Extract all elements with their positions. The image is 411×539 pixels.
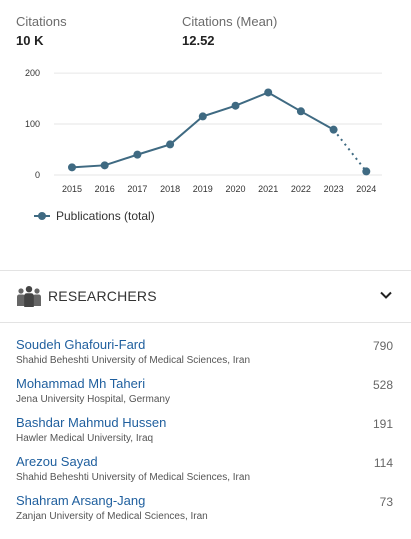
data-point	[133, 150, 142, 159]
legend-marker	[34, 211, 50, 221]
researcher-count: 191	[372, 417, 393, 431]
researcher-count: 114	[373, 456, 393, 470]
x-tick-label: 2021	[258, 184, 278, 194]
researcher-count: 790	[372, 339, 393, 353]
y-tick-label: 100	[25, 119, 40, 129]
citations-stat: Citations 10 K	[16, 14, 67, 49]
citations-mean-label: Citations (Mean)	[182, 14, 278, 29]
researcher-name-link[interactable]: Arezou Sayad	[16, 454, 98, 469]
people-icon	[17, 286, 41, 307]
list-item: Mohammad Mh Taheri Jena University Hospi…	[0, 376, 411, 415]
researcher-name-link[interactable]: Bashdar Mahmud Hussen	[16, 415, 167, 430]
researcher-affiliation: Shahid Beheshti University of Medical Sc…	[16, 355, 251, 366]
section-title: RESEARCHERS	[48, 288, 157, 304]
citations-label: Citations	[16, 14, 67, 29]
researcher-count: 528	[372, 378, 393, 392]
list-item: Soudeh Ghafouri-Fard Shahid Beheshti Uni…	[0, 337, 411, 376]
researcher-affiliation: Jena University Hospital, Germany	[16, 394, 170, 405]
series-projection-line	[332, 129, 368, 173]
data-point	[100, 161, 109, 170]
researcher-count: 73	[379, 495, 393, 509]
publications-chart: 0 100 200 2015 2016 2017 2018 2019 2020 2021 2022 2…	[0, 60, 411, 200]
citations-mean-stat: Citations (Mean) 12.52	[182, 14, 277, 49]
researcher-affiliation: Hawler Medical University, Iraq	[16, 433, 154, 444]
researcher-name-link[interactable]: Soudeh Ghafouri-Fard	[16, 337, 146, 352]
data-point	[231, 101, 240, 110]
data-point	[198, 112, 207, 121]
data-point	[362, 167, 371, 176]
chart-svg: 0 100 200 2015 2016 2017 2018 2019 2020 2021 2022 2…	[25, 68, 382, 194]
data-point	[296, 107, 305, 116]
x-tick-label: 2017	[127, 184, 147, 194]
y-tick-label: 0	[35, 170, 40, 180]
series-line	[71, 91, 335, 169]
x-tick-label: 2015	[62, 184, 82, 194]
researchers-header[interactable]: RESEARCHERS	[0, 270, 411, 322]
researchers-list: Soudeh Ghafouri-Fard Shahid Beheshti Uni…	[0, 337, 411, 532]
researcher-name-link[interactable]: Shahram Arsang-Jang	[16, 493, 146, 508]
x-tick-label: 2019	[193, 184, 213, 194]
data-point	[166, 140, 175, 149]
chart-legend[interactable]: Publications (total)	[34, 209, 155, 223]
chevron-down-icon[interactable]	[379, 290, 393, 300]
x-tick-label: 2023	[324, 184, 344, 194]
x-tick-label: 2018	[160, 184, 180, 194]
researcher-affiliation: Zanjan University of Medical Sciences, I…	[16, 511, 208, 522]
x-tick-label: 2016	[95, 184, 115, 194]
researcher-name-link[interactable]: Mohammad Mh Taheri	[16, 376, 146, 391]
stats-summary: Citations 10 K Citations (Mean) 12.52	[0, 0, 411, 60]
list-item: Shahram Arsang-Jang Zanjan University of…	[0, 493, 411, 532]
x-tick-label: 2024	[356, 184, 376, 194]
researcher-affiliation: Shahid Beheshti University of Medical Sc…	[16, 472, 251, 483]
data-point	[264, 88, 273, 97]
data-point	[68, 163, 76, 172]
data-point	[329, 125, 338, 134]
list-item: Arezou Sayad Shahid Beheshti University …	[0, 454, 411, 493]
divider	[0, 270, 411, 271]
y-tick-label: 200	[25, 68, 40, 78]
legend-dot	[38, 212, 46, 220]
x-tick-label: 2022	[291, 184, 311, 194]
citations-mean-value: 12.52	[182, 33, 215, 48]
list-item: Bashdar Mahmud Hussen Hawler Medical Uni…	[0, 415, 411, 454]
citations-value: 10 K	[16, 33, 44, 48]
legend-label: Publications (total)	[56, 209, 155, 223]
x-tick-label: 2020	[225, 184, 245, 194]
divider	[0, 322, 411, 323]
